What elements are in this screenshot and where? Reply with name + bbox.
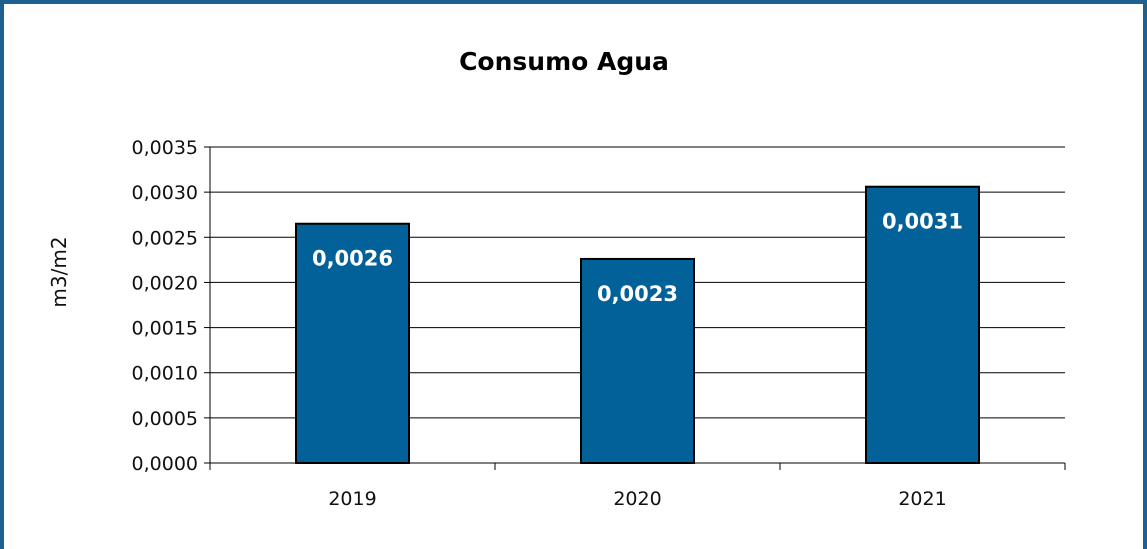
y-tick-label: 0,0010 (132, 363, 198, 385)
y-tick-labels: 0,0000 0,0005 0,0010 0,0015 0,0020 0,0025 0,00… (132, 137, 198, 475)
bar-2021 (865, 185, 980, 464)
bars (295, 185, 980, 464)
y-tick-label: 0,0030 (132, 182, 198, 204)
data-label: 0,0026 (312, 247, 393, 271)
bar-2019 (295, 222, 410, 464)
data-labels: 0,0026 0,0023 0,0031 (312, 210, 963, 306)
x-tick-label: 2020 (613, 488, 661, 510)
data-label: 0,0031 (882, 210, 963, 234)
x-tick-label: 2021 (898, 488, 946, 510)
data-label: 0,0023 (597, 282, 678, 306)
y-tick-label: 0,0035 (132, 137, 198, 159)
x-tick-label: 2019 (328, 488, 376, 510)
y-tick-label: 0,0020 (132, 272, 198, 294)
y-tick-label: 0,0025 (132, 227, 198, 249)
y-axis-label: m3/m2 (47, 236, 71, 307)
bar-2020 (580, 257, 695, 464)
x-tick-labels: 2019 2020 2021 (328, 488, 946, 510)
chart-title: Consumo Agua (459, 47, 669, 76)
y-tick-label: 0,0005 (132, 408, 198, 430)
y-tick-label: 0,0015 (132, 318, 198, 340)
axes (204, 146, 1066, 470)
y-tick-label: 0,0000 (132, 453, 198, 475)
